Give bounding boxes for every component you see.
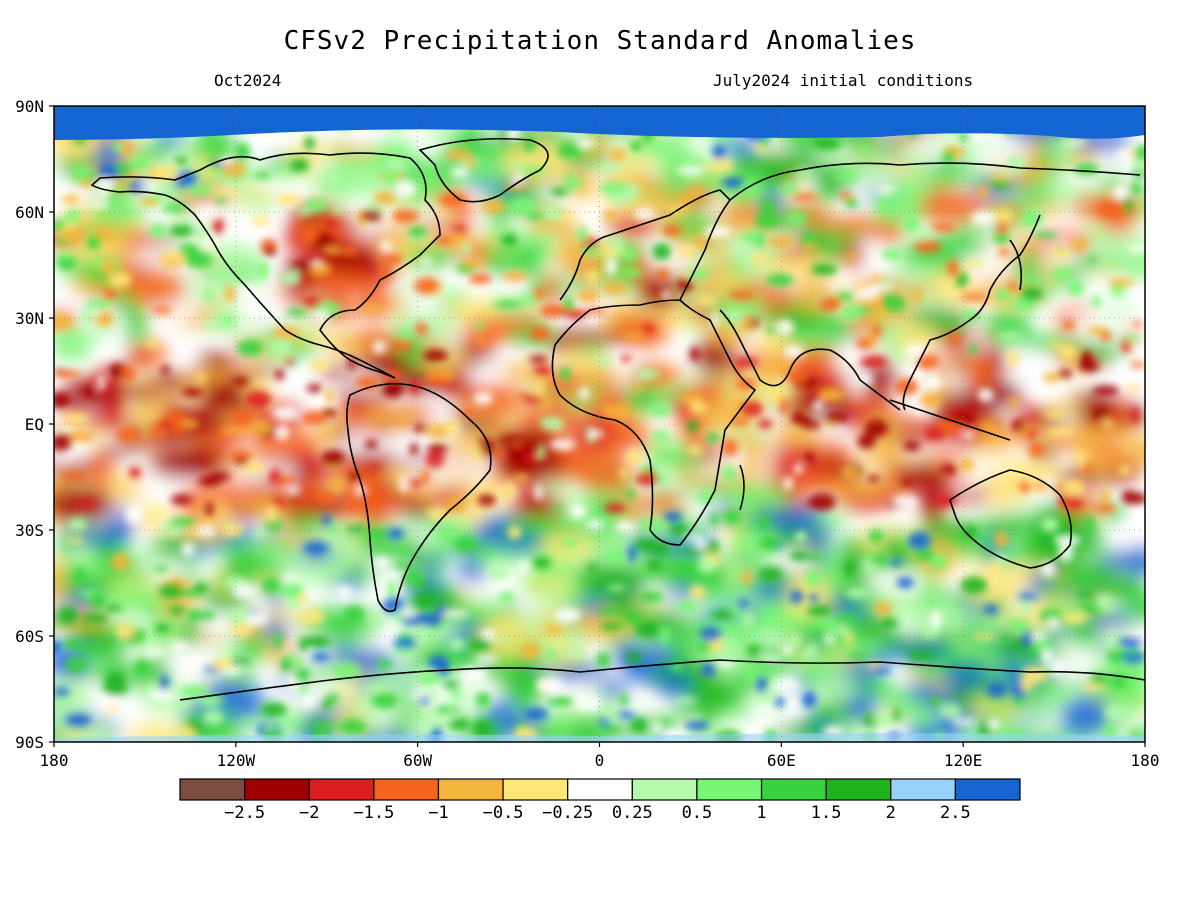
colorbar-swatch: [825, 778, 892, 801]
colorbar-label: 1.5: [811, 803, 842, 823]
colorbar-swatch: [760, 778, 827, 801]
gridlines: [54, 106, 1145, 742]
lat-label: 90N: [15, 97, 44, 116]
lon-label: 0: [595, 751, 605, 770]
lon-label: 60E: [767, 751, 796, 770]
colorbar-swatch: [890, 778, 956, 801]
colorbar-swatch: [954, 778, 1021, 801]
colorbar-swatch: [567, 778, 633, 801]
arctic-region: [54, 106, 1145, 140]
colorbar-swatch: [244, 778, 310, 801]
colorbar-swatch: [502, 778, 569, 801]
colorbar-label: −1.5: [353, 803, 394, 823]
colorbar-swatch: [437, 778, 504, 801]
colorbar-swatch: [631, 778, 698, 801]
lon-label: 120E: [944, 751, 983, 770]
lat-label: 30N: [15, 309, 44, 328]
antarctic-region: [54, 733, 1145, 742]
initial-conditions: July2024 initial conditions: [713, 71, 974, 90]
colorbar-label: 2: [886, 803, 896, 823]
colorbar-label: −2.5: [224, 803, 265, 823]
chart-title: CFSv2 Precipitation Standard Anomalies: [283, 26, 917, 56]
colorbar-swatch: [308, 778, 375, 801]
coastlines: [90, 137, 1145, 701]
lon-label: 180: [40, 751, 69, 770]
colorbar-swatch: [179, 778, 246, 801]
lat-label: 90S: [15, 733, 44, 752]
colorbar-label: 1: [756, 803, 766, 823]
anomaly-field: [54, 106, 1145, 742]
colorbar-label: −0.5: [483, 803, 524, 823]
colorbar-label: −2: [299, 803, 319, 823]
lat-label: 60S: [15, 627, 44, 646]
lon-label: 180: [1131, 751, 1160, 770]
lon-label: 120W: [217, 751, 256, 770]
colorbar-label: −0.25: [542, 803, 593, 823]
colorbar-label: −1: [428, 803, 448, 823]
colorbar-label: 2.5: [940, 803, 971, 823]
colorbar-label: 0.25: [612, 803, 653, 823]
colorbar-swatch: [696, 778, 763, 801]
lat-label: EQ: [25, 415, 44, 434]
colorbar-swatch: [373, 778, 440, 801]
colorbar-label: 0.5: [682, 803, 713, 823]
lat-label: 60N: [15, 203, 44, 222]
lon-label: 60W: [403, 751, 432, 770]
lat-label: 30S: [15, 521, 44, 540]
forecast-month: Oct2024: [214, 71, 282, 90]
